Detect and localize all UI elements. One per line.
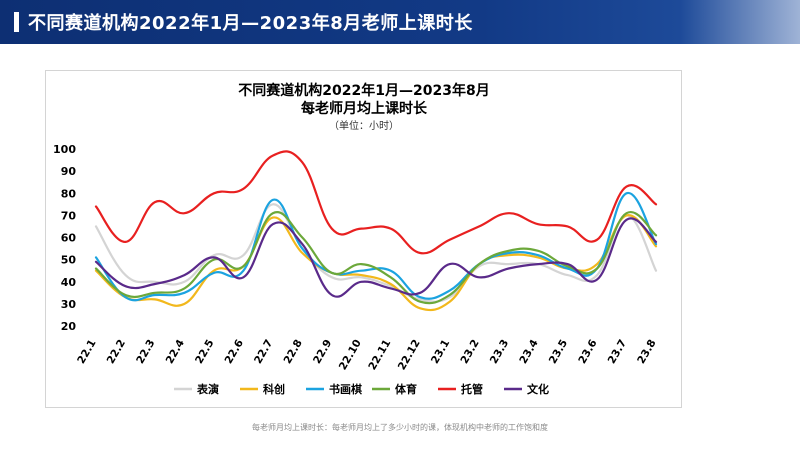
chart-title-line-2: 每老师月均上课时长 bbox=[301, 100, 428, 117]
x-tick-label: 22.2 bbox=[105, 338, 128, 366]
x-tick-label: 22.10 bbox=[337, 338, 364, 373]
x-tick-label: 22.8 bbox=[282, 338, 305, 366]
legend-label: 体育 bbox=[395, 382, 417, 396]
x-tick-label: 22.9 bbox=[311, 338, 334, 366]
y-tick-label: 80 bbox=[61, 187, 77, 200]
x-tick-label: 22.6 bbox=[223, 338, 246, 366]
x-tick-label: 23.6 bbox=[576, 338, 599, 366]
x-tick-label: 23.3 bbox=[488, 338, 511, 366]
legend-label: 托管 bbox=[461, 382, 483, 396]
x-tick-label: 22.4 bbox=[164, 338, 187, 366]
x-tick-label: 23.8 bbox=[635, 338, 658, 366]
legend-label: 科创 bbox=[263, 382, 285, 396]
chart-legend: 表演 科创 书画棋 体育 托管 文化 bbox=[174, 382, 549, 396]
y-tick-label: 20 bbox=[61, 320, 77, 333]
axes: 20 30 40 50 60 70 80 90 100 22.1 22.2 22.3 22.4 22.5 2… bbox=[53, 143, 659, 372]
header-banner: 不同赛道机构2022年1月—2023年8月老师上课时长 bbox=[0, 0, 800, 44]
line-chart: 不同赛道机构2022年1月—2023年8月 每老师月均上课时长 （单位：小时） … bbox=[53, 82, 659, 396]
chart-panel: 不同赛道机构2022年1月—2023年8月 每老师月均上课时长 （单位：小时） … bbox=[45, 70, 682, 408]
chart-title-line-1: 不同赛道机构2022年1月—2023年8月 bbox=[238, 82, 489, 99]
y-tick-label: 30 bbox=[61, 298, 77, 311]
x-tick-label: 22.5 bbox=[193, 338, 216, 366]
y-tick-label: 90 bbox=[61, 165, 77, 178]
y-tick-label: 40 bbox=[61, 276, 77, 289]
x-tick-label: 23.7 bbox=[606, 338, 629, 366]
series-layer bbox=[94, 150, 658, 312]
header-accent-bar bbox=[14, 12, 19, 32]
x-tick-label: 22.3 bbox=[134, 338, 157, 366]
x-tick-label: 23.2 bbox=[458, 338, 481, 366]
y-tick-label: 50 bbox=[61, 254, 77, 267]
y-tick-label: 60 bbox=[61, 232, 77, 245]
x-tick-label: 22.1 bbox=[75, 338, 98, 366]
x-tick-label: 23.4 bbox=[517, 337, 540, 365]
x-tick-label: 23.1 bbox=[429, 338, 452, 366]
x-tick-label: 22.7 bbox=[252, 338, 275, 366]
footnote: 每老师月均上课时长：每老师月均上了多少小时的课，体现机构中老师的工作饱和度 bbox=[252, 423, 548, 432]
x-tick-label: 22.11 bbox=[366, 338, 393, 373]
series-line-6 bbox=[94, 217, 658, 298]
series-line-1 bbox=[94, 203, 658, 303]
y-tick-label: 100 bbox=[53, 143, 76, 156]
x-tick-label: 22.12 bbox=[396, 338, 423, 373]
legend-label: 表演 bbox=[196, 382, 219, 396]
legend-label: 书画棋 bbox=[329, 382, 362, 396]
legend-label: 文化 bbox=[527, 382, 549, 396]
x-tick-label: 23.5 bbox=[547, 338, 570, 366]
chart-unit-label: （单位：小时） bbox=[329, 119, 399, 132]
series-line-4 bbox=[94, 210, 658, 305]
page-title: 不同赛道机构2022年1月—2023年8月老师上课时长 bbox=[28, 13, 473, 34]
y-tick-label: 70 bbox=[61, 209, 77, 222]
series-line-5 bbox=[94, 150, 658, 255]
